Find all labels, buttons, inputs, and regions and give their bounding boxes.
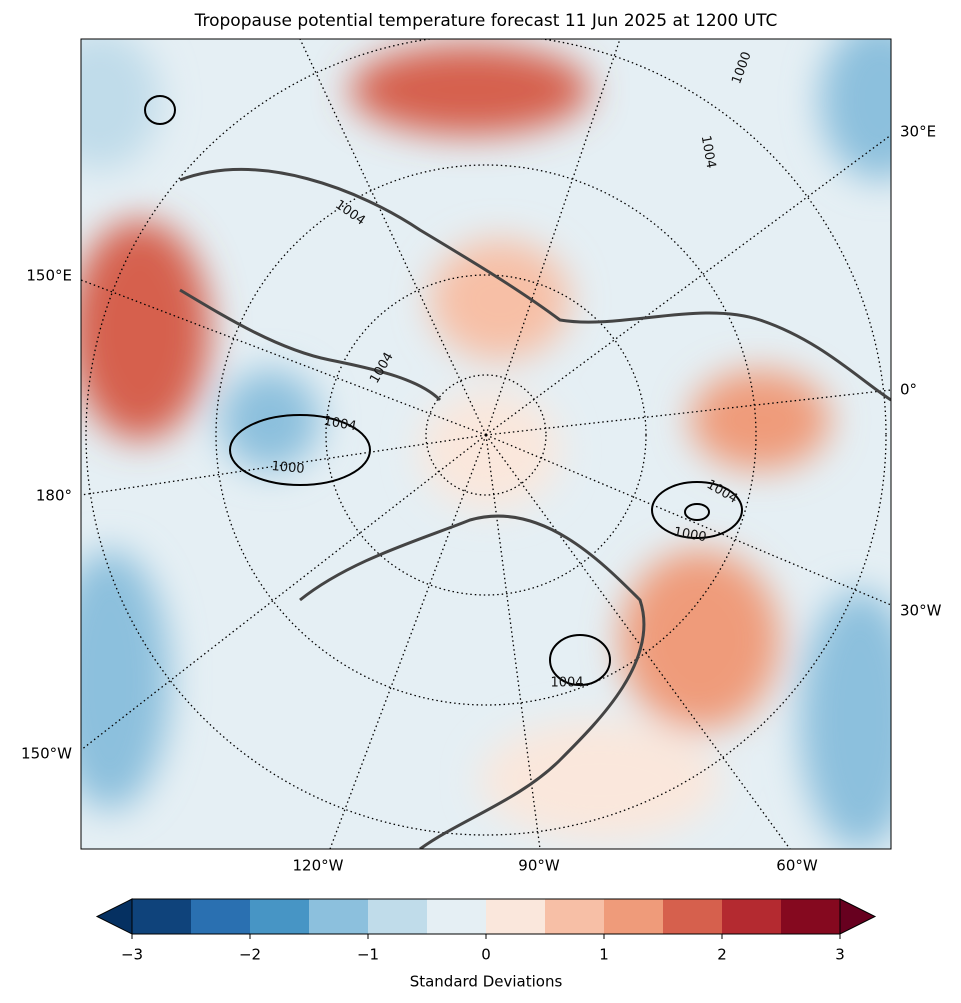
colorbar-tick-label: 3 (835, 946, 845, 964)
contour-label: 1000 (271, 459, 305, 477)
colorbar-bin (722, 899, 781, 934)
colorbar-extend-low (95, 898, 133, 935)
lon-label: 0° (900, 381, 917, 399)
colorbar-tick-label: 1 (599, 946, 609, 964)
lon-label: 150°W (21, 745, 72, 763)
colorbar-bin (309, 899, 368, 934)
contour-label: 1004 (698, 134, 719, 169)
map-title: Tropopause potential temperature forecas… (194, 11, 778, 31)
colorbar-bin (663, 899, 722, 934)
lon-label: 60°W (776, 857, 818, 875)
map-field (81, 39, 891, 849)
contour-label: 1004 (550, 676, 583, 691)
lon-label: 90°W (518, 857, 560, 875)
colorbar-bin (250, 899, 309, 934)
colorbar-extend-high (839, 898, 877, 935)
colorbar-tick-label: −1 (357, 946, 379, 964)
colorbar-tick-label: 0 (481, 946, 491, 964)
lon-label: 30°W (900, 602, 942, 620)
colorbar-tick-label: −3 (121, 946, 143, 964)
contour-label: 1004 (322, 414, 357, 435)
lon-label: 150°E (26, 267, 72, 285)
lon-label: 180° (36, 487, 72, 505)
map-frame (80, 38, 892, 850)
colorbar-bin (427, 899, 486, 934)
colorbar-bin (545, 899, 604, 934)
colorbar-bin (368, 899, 427, 934)
lon-label: 30°E (900, 123, 936, 141)
colorbar-bin (604, 899, 663, 934)
colorbar-bin (132, 899, 191, 934)
lon-label: 120°W (293, 857, 344, 875)
colorbar-label: Standard Deviations (410, 973, 563, 991)
colorbar-bin (486, 899, 545, 934)
colorbar-tick-label: 2 (717, 946, 727, 964)
colorbar-bin (191, 899, 250, 934)
colorbar-bin (781, 899, 840, 934)
colorbar-tick-label: −2 (239, 946, 261, 964)
contour-label: 1000 (672, 525, 707, 546)
